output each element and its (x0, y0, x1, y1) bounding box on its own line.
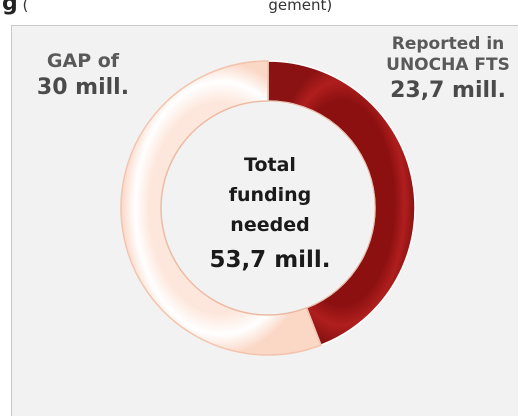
gap-label-value: 30 mill. (36, 74, 130, 100)
header-paren-tail: gement) (268, 0, 333, 14)
center-total-value: 53,7 mill. (209, 247, 331, 273)
gap-label: GAP of 30 mill. (28, 50, 138, 101)
reported-label-line1: Reported in (391, 34, 505, 54)
reported-label-value: 23,7 mill. (390, 77, 506, 103)
reported-label: Reported in UNOCHA FTS 23,7 mill. (378, 34, 518, 104)
center-line-3: needed (230, 214, 310, 236)
reported-label-line2: UNOCHA FTS (386, 55, 510, 76)
header-cutoff-text: g ( gement) (2, 0, 332, 16)
header-paren-fragment: ( (22, 0, 29, 14)
center-line-1: Total (244, 154, 296, 176)
gap-label-line1: GAP of (46, 50, 120, 72)
center-label: Total funding needed 53,7 mill. (190, 150, 350, 280)
header-bold-fragment: g (2, 0, 18, 16)
donut-inner-edge (160, 100, 376, 316)
center-line-2: funding (228, 184, 312, 206)
